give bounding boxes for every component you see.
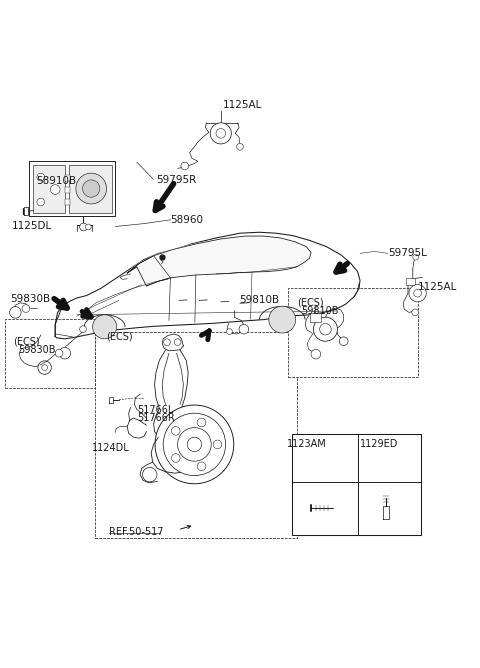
Circle shape (164, 339, 170, 345)
Circle shape (187, 437, 202, 452)
Circle shape (412, 309, 419, 316)
Circle shape (143, 468, 157, 482)
Text: 1124DL: 1124DL (92, 443, 130, 453)
Text: 1125AL: 1125AL (223, 100, 262, 110)
Bar (406, 279, 415, 285)
Circle shape (174, 339, 181, 345)
Text: 51766R: 51766R (137, 413, 175, 423)
Circle shape (171, 454, 180, 462)
Circle shape (413, 255, 419, 260)
Text: 59795L: 59795L (388, 248, 427, 259)
Text: 1129ED: 1129ED (360, 440, 398, 450)
Circle shape (38, 361, 51, 374)
Bar (65, 187, 70, 193)
Text: 1123AM: 1123AM (288, 440, 327, 450)
Circle shape (197, 418, 206, 427)
Circle shape (339, 337, 348, 345)
Circle shape (93, 315, 117, 339)
Text: 51766L: 51766L (137, 405, 173, 415)
Circle shape (22, 305, 30, 313)
Text: 1125DL: 1125DL (12, 220, 52, 230)
Circle shape (227, 329, 232, 335)
Text: REF.50-517: REF.50-517 (109, 527, 164, 537)
Text: (ECS): (ECS) (297, 297, 323, 307)
Circle shape (85, 224, 91, 230)
Text: (ECS): (ECS) (13, 337, 40, 347)
Bar (29, 161, 115, 216)
Circle shape (55, 349, 63, 357)
Circle shape (80, 326, 86, 333)
Circle shape (76, 173, 107, 204)
Text: 58960: 58960 (170, 215, 204, 225)
Circle shape (178, 428, 211, 461)
Circle shape (269, 306, 296, 333)
Circle shape (42, 365, 48, 371)
Circle shape (409, 285, 426, 302)
Text: 59795R: 59795R (156, 176, 196, 186)
Circle shape (210, 123, 231, 144)
Circle shape (163, 413, 226, 476)
Bar (69, 165, 112, 212)
Circle shape (311, 349, 321, 359)
Text: 1125AL: 1125AL (418, 282, 457, 292)
Bar (292, 434, 421, 534)
Circle shape (171, 427, 180, 435)
Circle shape (50, 185, 60, 194)
Circle shape (237, 144, 243, 150)
Text: (ECS): (ECS) (107, 331, 133, 341)
Bar (5, 319, 95, 387)
Bar (95, 331, 297, 538)
Circle shape (313, 317, 337, 341)
Circle shape (37, 173, 45, 181)
Bar (33, 165, 65, 212)
Circle shape (10, 307, 21, 318)
Text: 59830B: 59830B (11, 295, 51, 305)
Circle shape (320, 323, 331, 335)
Polygon shape (127, 236, 311, 286)
Bar (310, 313, 321, 322)
Circle shape (83, 180, 100, 197)
Circle shape (59, 347, 71, 359)
Text: 59810B: 59810B (301, 306, 339, 316)
Text: 58910B: 58910B (36, 176, 76, 186)
Circle shape (216, 128, 226, 138)
Text: 59810B: 59810B (239, 295, 279, 305)
Polygon shape (55, 232, 360, 339)
Circle shape (155, 405, 234, 484)
Circle shape (197, 462, 206, 471)
Circle shape (80, 223, 87, 231)
Bar (65, 199, 70, 205)
Bar (65, 175, 70, 181)
Circle shape (181, 162, 189, 170)
Bar (288, 289, 418, 377)
Circle shape (213, 440, 222, 449)
Text: 59830B: 59830B (18, 345, 56, 355)
Circle shape (37, 198, 45, 206)
Circle shape (414, 289, 421, 297)
Circle shape (239, 325, 249, 334)
